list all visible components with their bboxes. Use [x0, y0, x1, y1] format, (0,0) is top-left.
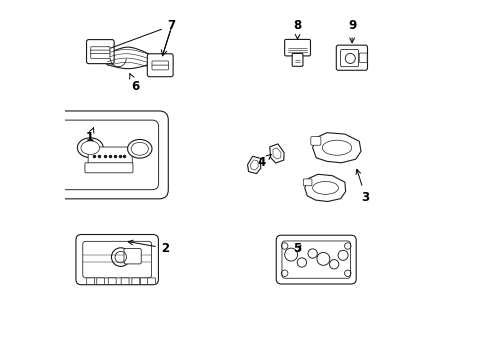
- Text: 4: 4: [257, 154, 270, 169]
- Text: 8: 8: [293, 19, 301, 39]
- Polygon shape: [312, 133, 360, 163]
- Polygon shape: [247, 156, 260, 174]
- Text: 7: 7: [104, 19, 175, 51]
- FancyBboxPatch shape: [91, 47, 110, 52]
- FancyBboxPatch shape: [91, 54, 110, 58]
- Ellipse shape: [322, 140, 351, 155]
- FancyBboxPatch shape: [132, 278, 140, 284]
- FancyBboxPatch shape: [292, 53, 303, 66]
- FancyBboxPatch shape: [97, 278, 104, 284]
- Text: 3: 3: [355, 169, 369, 204]
- Polygon shape: [269, 144, 284, 163]
- Ellipse shape: [81, 141, 100, 154]
- FancyBboxPatch shape: [147, 278, 155, 284]
- FancyBboxPatch shape: [152, 61, 168, 66]
- Text: 2: 2: [128, 240, 169, 255]
- FancyBboxPatch shape: [85, 163, 133, 173]
- FancyBboxPatch shape: [86, 40, 114, 64]
- FancyBboxPatch shape: [121, 278, 129, 284]
- FancyBboxPatch shape: [336, 45, 367, 70]
- FancyBboxPatch shape: [76, 234, 158, 285]
- Polygon shape: [304, 174, 345, 202]
- Ellipse shape: [127, 139, 152, 158]
- FancyBboxPatch shape: [359, 53, 366, 62]
- FancyBboxPatch shape: [108, 278, 116, 284]
- FancyBboxPatch shape: [276, 235, 355, 284]
- FancyBboxPatch shape: [140, 278, 148, 284]
- FancyBboxPatch shape: [284, 40, 310, 56]
- FancyBboxPatch shape: [91, 50, 110, 55]
- Ellipse shape: [77, 138, 103, 158]
- FancyBboxPatch shape: [147, 54, 173, 77]
- FancyBboxPatch shape: [340, 49, 358, 67]
- FancyBboxPatch shape: [124, 248, 141, 264]
- Text: 5: 5: [293, 242, 301, 255]
- FancyBboxPatch shape: [48, 111, 168, 199]
- FancyBboxPatch shape: [86, 278, 94, 284]
- FancyBboxPatch shape: [303, 179, 311, 186]
- Polygon shape: [272, 148, 281, 159]
- Text: 9: 9: [347, 19, 355, 43]
- Text: 1: 1: [85, 128, 94, 144]
- FancyBboxPatch shape: [282, 241, 350, 278]
- FancyBboxPatch shape: [152, 65, 168, 70]
- FancyBboxPatch shape: [82, 241, 151, 278]
- Text: 6: 6: [129, 74, 139, 93]
- FancyBboxPatch shape: [310, 136, 320, 145]
- FancyBboxPatch shape: [58, 120, 158, 190]
- Polygon shape: [250, 160, 258, 170]
- Ellipse shape: [131, 142, 148, 155]
- Ellipse shape: [312, 181, 338, 194]
- FancyBboxPatch shape: [88, 147, 132, 164]
